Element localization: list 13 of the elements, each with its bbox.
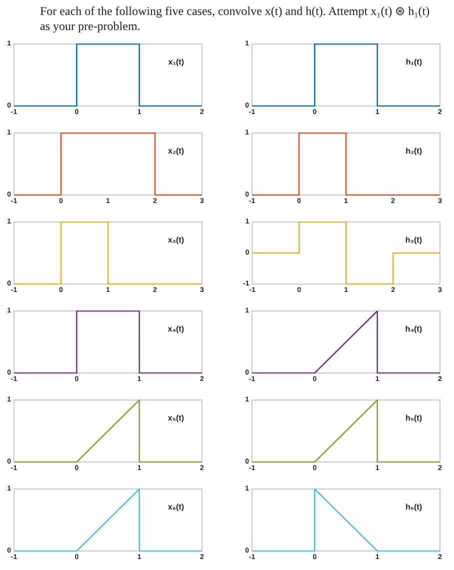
text: h₆(t) [405, 502, 422, 512]
text: h₁(t) [406, 58, 422, 66]
text: x₃(t) [168, 236, 184, 244]
text: x₄(t) [168, 324, 184, 334]
text: h₄(t) [405, 324, 422, 334]
text: h₂(t) [406, 146, 422, 156]
text: h₅(t) [405, 414, 422, 422]
text: x₁(t) [168, 58, 184, 66]
series-label: h₃(t) [405, 236, 422, 244]
text: For each of the following five cases, convolve x(t) and h(t). Attempt x₁(t) ⊛ h₁(t) as your pre-problem. [40, 4, 431, 34]
series-label: x₂(t) [168, 146, 184, 156]
text: x₅(t) [168, 414, 184, 422]
text: x₆(t) [168, 502, 184, 512]
